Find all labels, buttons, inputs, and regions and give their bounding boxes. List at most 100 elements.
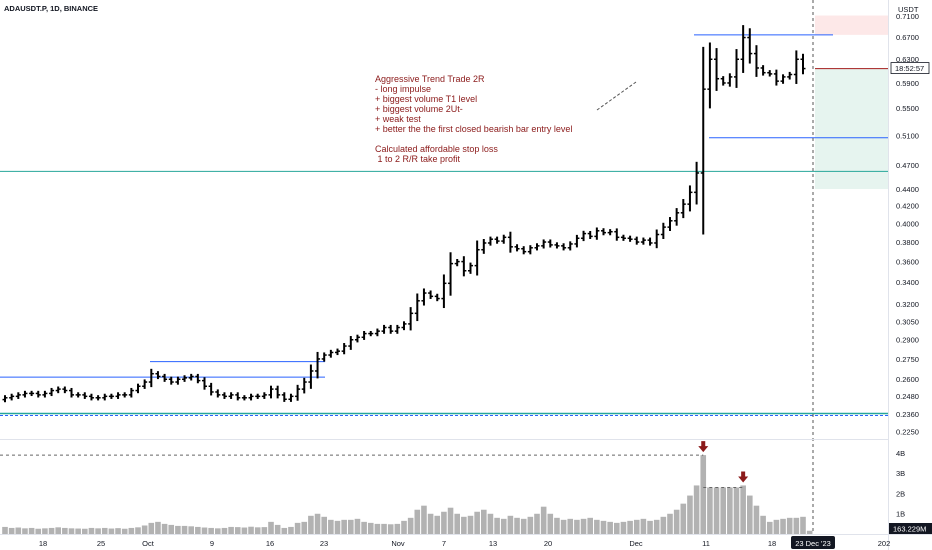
price-tick: 0.3800 bbox=[896, 238, 919, 247]
time-tick: 23 bbox=[320, 539, 328, 548]
volume-bar bbox=[75, 528, 81, 534]
volume-bar bbox=[547, 513, 554, 534]
volume-bar bbox=[15, 527, 22, 534]
annotation-line bbox=[375, 134, 572, 144]
volume-bar bbox=[667, 513, 673, 534]
price-tick: 0.5900 bbox=[896, 79, 919, 88]
volume-bar bbox=[268, 521, 274, 534]
volume-bar bbox=[62, 527, 68, 534]
volume-current-label: 163.229M bbox=[893, 525, 926, 534]
volume-bar bbox=[487, 513, 494, 534]
volume-bar bbox=[514, 517, 520, 534]
volume-bar bbox=[760, 515, 766, 534]
volume-bar bbox=[128, 527, 135, 534]
volume-bar bbox=[374, 523, 381, 534]
annotation-line: + weak test bbox=[375, 114, 421, 124]
volume-bar bbox=[554, 517, 560, 534]
price-tick: 0.7100 bbox=[896, 12, 919, 21]
volume-bar bbox=[753, 505, 760, 534]
volume-bar bbox=[401, 520, 407, 534]
volume-bar bbox=[614, 522, 620, 534]
volume-bar bbox=[520, 518, 527, 534]
volume-bar bbox=[181, 525, 188, 534]
volume-bar bbox=[633, 519, 640, 534]
volume-bar bbox=[101, 527, 108, 534]
symbol-title: ADAUSDT.P, 1D, BINANCE bbox=[4, 4, 99, 13]
volume-bar bbox=[48, 527, 55, 534]
volume-bar bbox=[35, 528, 42, 534]
volume-bar bbox=[540, 506, 547, 534]
volume-bar bbox=[341, 519, 347, 534]
time-tick: 16 bbox=[266, 539, 274, 548]
volume-bar bbox=[620, 521, 627, 534]
volume-bar bbox=[274, 524, 281, 534]
volume-bar bbox=[2, 526, 8, 534]
annotation-line: + biggest volume 2Ut- bbox=[375, 104, 463, 114]
volume-bar bbox=[627, 520, 633, 534]
volume-bar bbox=[95, 528, 101, 534]
price-tick: 0.4400 bbox=[896, 185, 919, 194]
time-tick: Dec bbox=[629, 539, 643, 548]
volume-tick: 4B bbox=[896, 449, 905, 458]
volume-bar bbox=[394, 523, 401, 534]
volume-bar bbox=[640, 518, 647, 534]
volume-bar bbox=[135, 527, 141, 534]
volume-bar bbox=[82, 528, 88, 534]
price-tick: 0.5100 bbox=[896, 131, 919, 140]
volume-bar bbox=[188, 526, 194, 534]
volume-bar bbox=[766, 521, 773, 534]
volume-bar bbox=[241, 527, 248, 534]
volume-bar bbox=[707, 487, 713, 534]
volume-bar bbox=[441, 511, 447, 534]
volume-bar bbox=[88, 527, 95, 534]
volume-bar bbox=[28, 527, 35, 534]
volume-bar bbox=[8, 527, 15, 534]
annotation-line: + better the the first closed bearish ba… bbox=[375, 124, 573, 134]
price-tick: 0.4000 bbox=[896, 219, 919, 228]
time-tick: 13 bbox=[489, 539, 497, 548]
price-tick: 0.5500 bbox=[896, 104, 919, 113]
volume-bar bbox=[793, 517, 800, 534]
volume-bar bbox=[587, 517, 593, 534]
volume-bar bbox=[175, 525, 181, 534]
volume-bar bbox=[680, 503, 687, 534]
volume-bar bbox=[354, 518, 361, 534]
volume-bar bbox=[507, 515, 514, 534]
annotation-line: Calculated affordable stop loss bbox=[375, 144, 498, 154]
volume-bar bbox=[201, 527, 208, 534]
volume-bar bbox=[653, 519, 660, 534]
annotation-line: - long impulse bbox=[375, 84, 432, 94]
volume-bar bbox=[228, 526, 234, 534]
time-tick: 20 bbox=[544, 539, 552, 548]
volume-bar bbox=[221, 527, 228, 534]
volume-bar bbox=[288, 526, 294, 534]
price-tick: 0.2900 bbox=[896, 336, 919, 345]
volume-bar bbox=[481, 509, 487, 534]
annotation-line: 1 to 2 R/R take profit bbox=[375, 154, 461, 164]
crosshair-date-box bbox=[791, 536, 835, 549]
price-tick: 0.2600 bbox=[896, 375, 919, 384]
volume-bar bbox=[381, 523, 387, 534]
volume-bar bbox=[155, 521, 161, 534]
volume-bar bbox=[600, 520, 607, 534]
volume-bar bbox=[108, 528, 115, 534]
volume-bar bbox=[713, 487, 720, 534]
price-tick: 0.6700 bbox=[896, 33, 919, 42]
time-tick: 11 bbox=[702, 539, 710, 548]
volume-arrow-icon bbox=[738, 471, 749, 483]
volume-tick: 2B bbox=[896, 489, 905, 498]
volume-bar bbox=[786, 517, 793, 534]
volume-bar bbox=[215, 528, 221, 534]
volume-bar bbox=[121, 528, 128, 534]
volume-bar bbox=[427, 513, 434, 534]
volume-bar bbox=[447, 507, 454, 534]
volume-bar bbox=[660, 516, 667, 534]
volume-bar bbox=[500, 518, 507, 534]
volume-bar bbox=[733, 487, 740, 534]
volume-bar bbox=[281, 527, 288, 534]
volume-bar bbox=[740, 485, 746, 534]
volume-bar bbox=[234, 527, 241, 534]
countdown-box bbox=[890, 62, 930, 74]
price-tick: 0.2480 bbox=[896, 392, 919, 401]
